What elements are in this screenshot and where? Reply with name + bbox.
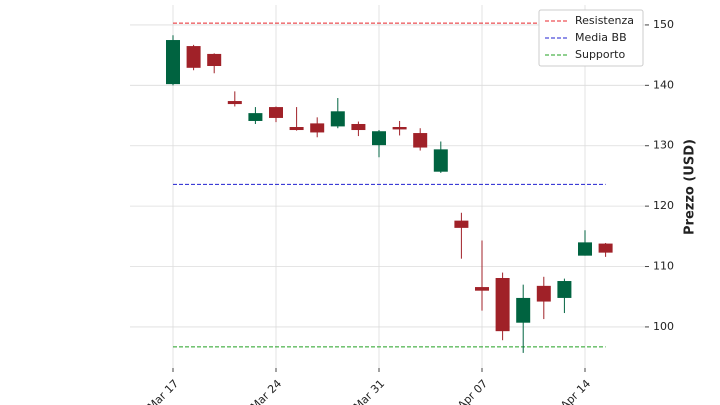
candle-body	[227, 101, 242, 105]
x-tick-label: Mar 24	[248, 377, 284, 405]
candle-body	[413, 133, 428, 148]
candle-body	[433, 149, 448, 172]
candle-body	[186, 46, 201, 68]
x-tick-label: Apr 14	[558, 377, 593, 405]
candle-body	[536, 285, 551, 302]
legend-box	[538, 9, 644, 67]
y-tick-label: 150	[653, 18, 674, 31]
y-tick-label: 120	[653, 199, 674, 212]
y-tick-label: 140	[653, 78, 674, 91]
legend-label: Media BB	[575, 31, 627, 44]
candle-body	[516, 297, 531, 323]
x-tick-label: Apr 07	[455, 377, 490, 405]
candle-body	[475, 287, 489, 291]
candle-body	[166, 40, 180, 85]
candle-body	[330, 111, 345, 127]
candle-body	[289, 127, 304, 131]
x-tick-label: Mar 31	[351, 377, 387, 405]
candle-body	[351, 123, 366, 131]
candle-body	[557, 281, 572, 298]
y-tick-label: 100	[653, 320, 674, 333]
candle-body	[310, 123, 325, 133]
y-axis-label: Prezzo (USD)	[683, 139, 698, 235]
candle-body	[269, 107, 283, 118]
legend-label: Supporto	[575, 48, 625, 61]
candle-body	[598, 243, 613, 253]
candle-body	[454, 220, 469, 228]
candle-body	[207, 53, 222, 67]
candle-body	[578, 242, 592, 256]
candle-body	[392, 127, 407, 130]
y-tick-label: 110	[653, 260, 674, 273]
legend-label: Resistenza	[575, 14, 634, 27]
legend: Resistenza Media BB Supporto	[538, 9, 644, 67]
y-tick-label: 130	[653, 139, 674, 152]
candle-body	[495, 278, 510, 332]
candle-body	[248, 113, 263, 121]
x-tick-label: Mar 17	[145, 377, 181, 405]
candle-body	[372, 131, 386, 146]
